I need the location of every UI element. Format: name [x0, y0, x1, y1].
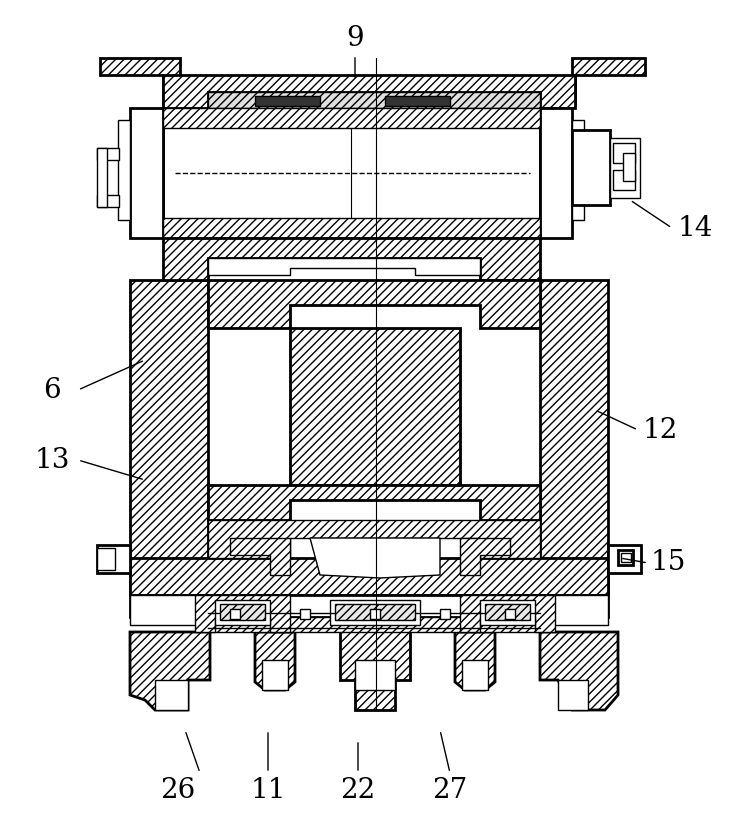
Bar — [613, 170, 635, 190]
Text: 14: 14 — [677, 215, 712, 241]
Polygon shape — [558, 680, 588, 710]
Polygon shape — [130, 632, 210, 710]
Bar — [618, 550, 633, 565]
Bar — [623, 153, 635, 181]
Polygon shape — [130, 108, 163, 238]
Text: 22: 22 — [340, 776, 376, 804]
Text: 12: 12 — [642, 417, 678, 443]
Bar — [370, 609, 380, 619]
Bar — [130, 595, 210, 625]
Polygon shape — [455, 632, 495, 690]
Bar — [230, 609, 240, 619]
Text: 27: 27 — [432, 776, 468, 804]
Polygon shape — [208, 520, 540, 558]
Polygon shape — [100, 58, 180, 105]
Bar — [163, 108, 540, 238]
Bar — [97, 545, 130, 573]
Bar — [462, 660, 488, 690]
Polygon shape — [540, 632, 618, 710]
Bar — [480, 600, 535, 625]
Bar — [355, 660, 395, 690]
Text: 13: 13 — [35, 447, 70, 473]
Bar — [97, 148, 119, 160]
Polygon shape — [163, 75, 575, 108]
Polygon shape — [163, 108, 540, 128]
Polygon shape — [208, 280, 540, 328]
Polygon shape — [460, 538, 510, 575]
Bar — [572, 130, 610, 205]
Polygon shape — [208, 92, 540, 108]
Bar — [208, 617, 540, 632]
Bar — [118, 120, 130, 220]
Bar — [613, 143, 635, 163]
Text: 15: 15 — [651, 549, 686, 577]
Polygon shape — [460, 595, 555, 632]
Polygon shape — [340, 628, 410, 710]
Polygon shape — [310, 538, 440, 578]
Bar — [610, 138, 640, 198]
Polygon shape — [163, 218, 540, 238]
Polygon shape — [540, 280, 608, 595]
Text: 9: 9 — [346, 24, 364, 52]
Bar — [572, 120, 584, 220]
Polygon shape — [230, 538, 290, 575]
Bar — [220, 604, 265, 620]
Bar — [330, 600, 420, 625]
Polygon shape — [163, 238, 540, 280]
Bar — [440, 609, 450, 619]
Bar — [97, 195, 119, 207]
Polygon shape — [540, 108, 572, 238]
Bar — [262, 660, 288, 690]
Bar — [130, 595, 608, 617]
Polygon shape — [255, 632, 295, 690]
Bar — [505, 609, 515, 619]
Bar — [528, 595, 608, 625]
Polygon shape — [290, 328, 460, 485]
Bar — [335, 604, 415, 620]
Bar — [608, 545, 641, 573]
Bar — [215, 600, 270, 625]
Polygon shape — [208, 485, 540, 520]
Text: 6: 6 — [43, 377, 61, 404]
Polygon shape — [97, 148, 107, 207]
Polygon shape — [208, 258, 480, 275]
Bar — [255, 96, 320, 106]
Bar — [621, 553, 631, 562]
Bar — [97, 548, 115, 570]
Bar — [485, 604, 530, 620]
Bar — [385, 96, 450, 106]
Polygon shape — [130, 280, 208, 595]
Text: 26: 26 — [160, 776, 196, 804]
Text: 11: 11 — [250, 776, 285, 804]
Polygon shape — [195, 595, 290, 632]
Bar — [300, 609, 310, 619]
Polygon shape — [155, 680, 188, 710]
Polygon shape — [572, 58, 645, 105]
Polygon shape — [130, 558, 608, 595]
